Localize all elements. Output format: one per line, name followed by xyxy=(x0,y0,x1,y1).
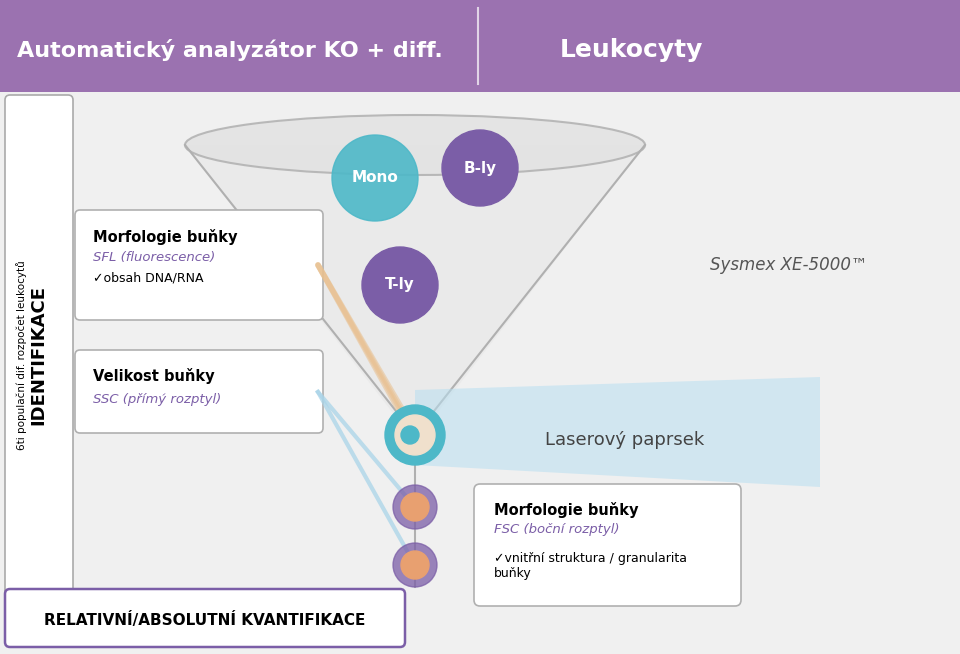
Circle shape xyxy=(393,543,437,587)
Text: 6ti populační dif. rozpočet leukocytů: 6ti populační dif. rozpočet leukocytů xyxy=(16,260,28,450)
Text: IDENTIFIKACE: IDENTIFIKACE xyxy=(29,285,47,425)
Text: ✓obsah DNA/RNA: ✓obsah DNA/RNA xyxy=(93,271,204,284)
Circle shape xyxy=(395,415,435,455)
Circle shape xyxy=(401,551,429,579)
Polygon shape xyxy=(415,377,820,487)
Circle shape xyxy=(401,493,429,521)
Polygon shape xyxy=(185,145,645,435)
Bar xyxy=(0,0,960,92)
FancyBboxPatch shape xyxy=(5,589,405,647)
Text: Sysmex XE-5000™: Sysmex XE-5000™ xyxy=(710,256,868,274)
Text: Automatický analyzátor KO + diff.: Automatický analyzátor KO + diff. xyxy=(17,39,443,61)
FancyBboxPatch shape xyxy=(474,484,741,606)
Circle shape xyxy=(442,130,518,206)
Ellipse shape xyxy=(185,115,645,175)
Text: Velikost buňky: Velikost buňky xyxy=(93,368,215,384)
Bar xyxy=(0,92,960,654)
Text: Morfologie buňky: Morfologie buňky xyxy=(494,502,638,518)
Circle shape xyxy=(362,247,438,323)
FancyBboxPatch shape xyxy=(5,95,73,605)
Circle shape xyxy=(385,405,445,465)
Text: SSC (přímý rozptyl): SSC (přímý rozptyl) xyxy=(93,394,221,407)
Text: ✓vnitřní struktura / granularita
buňky: ✓vnitřní struktura / granularita buňky xyxy=(494,552,687,580)
Text: B-ly: B-ly xyxy=(464,160,496,175)
Circle shape xyxy=(401,426,419,444)
Text: T-ly: T-ly xyxy=(385,277,415,292)
Circle shape xyxy=(332,135,418,221)
FancyBboxPatch shape xyxy=(75,350,323,433)
FancyBboxPatch shape xyxy=(75,210,323,320)
Text: SFL (fluorescence): SFL (fluorescence) xyxy=(93,250,215,264)
Text: Laserový paprsek: Laserový paprsek xyxy=(545,431,705,449)
Text: Morfologie buňky: Morfologie buňky xyxy=(93,229,237,245)
Text: RELATIVNÍ/ABSOLUTNÍ KVANTIFIKACE: RELATIVNÍ/ABSOLUTNÍ KVANTIFIKACE xyxy=(44,612,366,628)
Circle shape xyxy=(393,485,437,529)
Text: FSC (boční rozptyl): FSC (boční rozptyl) xyxy=(494,523,619,536)
Text: Leukocyty: Leukocyty xyxy=(560,38,704,62)
Text: Mono: Mono xyxy=(351,171,398,186)
